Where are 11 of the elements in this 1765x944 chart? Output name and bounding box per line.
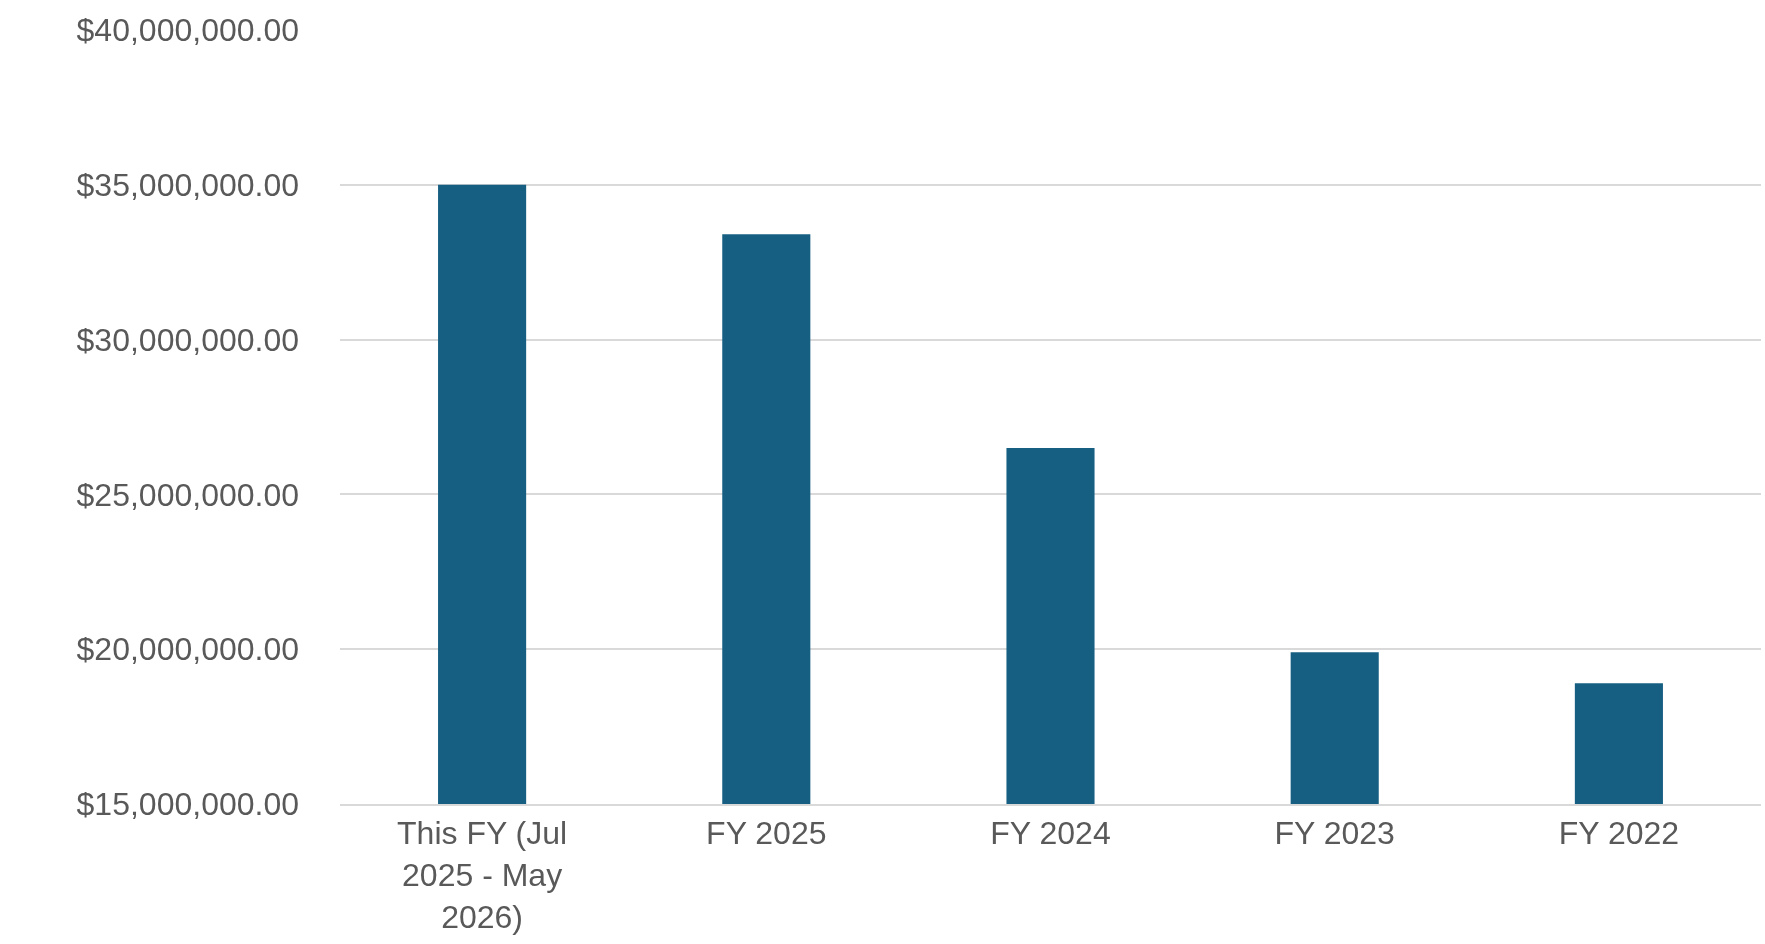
x-tick-label: FY 2022 <box>1558 815 1680 852</box>
x-tick-label: FY 2024 <box>990 815 1111 852</box>
y-tick-label: $15,000,000.00 <box>76 786 299 823</box>
y-tick-label: $20,000,000.00 <box>76 631 299 668</box>
y-tick-label: $35,000,000.00 <box>76 167 299 203</box>
x-tick-label: This FY (Jul 2025 - May 2026) <box>397 815 568 935</box>
y-tick-label: $30,000,000.00 <box>76 321 299 358</box>
x-tick-label: FY 2025 <box>706 815 827 852</box>
y-tick-label: $40,000,000.00 <box>76 12 299 49</box>
y-tick-label: $25,000,000.00 <box>76 476 299 513</box>
x-tick-label: FY 2023 <box>1274 815 1395 852</box>
